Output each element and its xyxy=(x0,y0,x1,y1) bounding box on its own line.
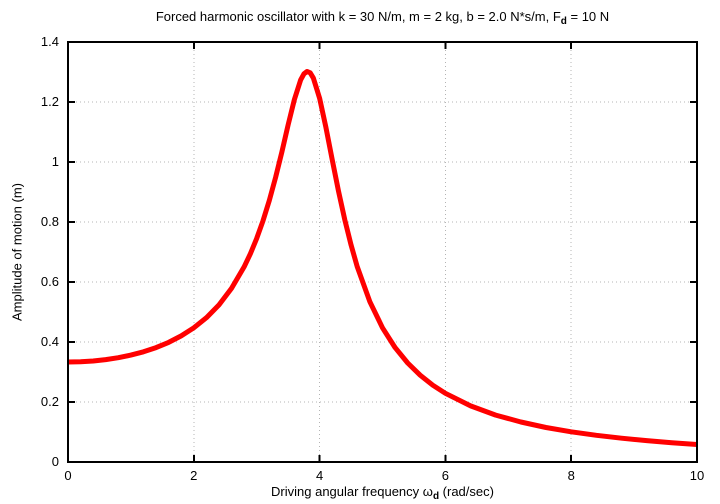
data-curve xyxy=(68,69,697,447)
x-tick-label: 8 xyxy=(568,468,575,483)
y-tick-label: 1.4 xyxy=(41,34,59,49)
title-subscript-d: d xyxy=(560,16,567,27)
x-tick-label: 0 xyxy=(64,468,71,483)
y-tick-label: 0 xyxy=(52,454,59,469)
chart-title-text: Forced harmonic oscillator with k = 30 N… xyxy=(155,9,561,24)
chart-title-text-end: = 10 N xyxy=(566,9,610,24)
x-tick-label: 6 xyxy=(442,468,449,483)
chart-title: Forced harmonic oscillator with k = 30 N… xyxy=(68,9,697,27)
plot-border xyxy=(67,41,698,463)
x-axis-label: Driving angular frequency ωd (rad/sec) xyxy=(68,484,697,502)
x-axis-label-text-end: (rad/sec) xyxy=(439,484,494,499)
x-axis-label-text: Driving angular frequency ω xyxy=(271,484,433,499)
y-tick-label: 0.4 xyxy=(41,334,59,349)
y-axis-label: Amplitude of motion (m) xyxy=(9,183,25,321)
y-tick-label: 0.8 xyxy=(41,214,59,229)
omega-subscript-d: d xyxy=(432,491,440,502)
y-tick-label: 1.2 xyxy=(41,94,59,109)
x-tick-label: 4 xyxy=(316,468,323,483)
y-tick-label: 1 xyxy=(52,154,59,169)
x-tick-label: 10 xyxy=(690,468,704,483)
x-tick-label: 2 xyxy=(190,468,197,483)
y-tick-label: 0.6 xyxy=(41,274,59,289)
y-tick-label: 0.2 xyxy=(41,394,59,409)
